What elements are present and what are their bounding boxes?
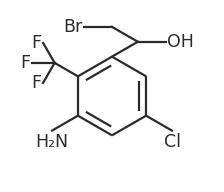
Text: Cl: Cl: [164, 133, 181, 151]
Text: Br: Br: [64, 18, 83, 36]
Text: F: F: [32, 74, 42, 92]
Text: OH: OH: [167, 33, 194, 51]
Text: H₂N: H₂N: [36, 133, 69, 151]
Text: F: F: [32, 34, 42, 52]
Text: F: F: [20, 54, 30, 72]
